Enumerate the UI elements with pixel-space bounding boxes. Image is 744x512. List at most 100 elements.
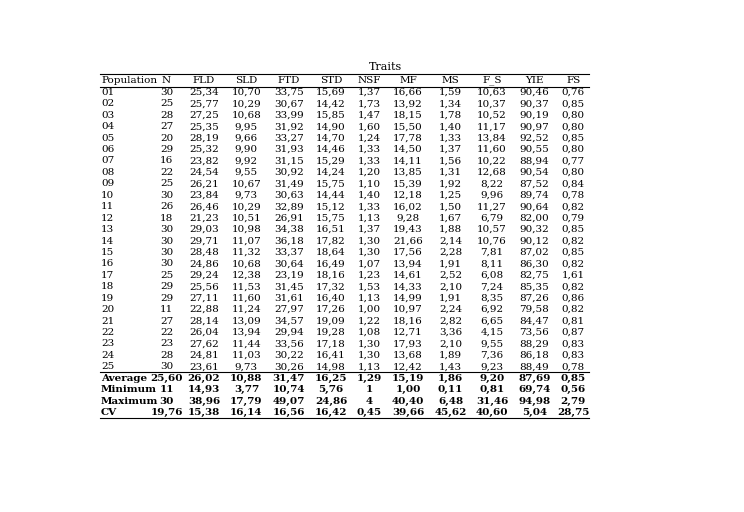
Text: 24,54: 24,54 bbox=[189, 168, 219, 177]
Text: 14,70: 14,70 bbox=[316, 134, 346, 143]
Text: 84,47: 84,47 bbox=[519, 316, 549, 326]
Text: 10,74: 10,74 bbox=[272, 385, 305, 394]
Text: 0,81: 0,81 bbox=[479, 385, 504, 394]
Text: 15: 15 bbox=[101, 248, 115, 257]
Text: 31,93: 31,93 bbox=[274, 145, 304, 154]
Text: 19,09: 19,09 bbox=[316, 316, 346, 326]
Text: 87,02: 87,02 bbox=[519, 248, 549, 257]
Text: 26,02: 26,02 bbox=[187, 374, 220, 382]
Text: 24: 24 bbox=[101, 351, 115, 360]
Text: 9,96: 9,96 bbox=[481, 191, 504, 200]
Text: 1,37: 1,37 bbox=[358, 225, 381, 234]
Text: 9,28: 9,28 bbox=[397, 214, 420, 223]
Text: 82,75: 82,75 bbox=[519, 271, 549, 280]
Text: 24,81: 24,81 bbox=[189, 351, 219, 360]
Text: 04: 04 bbox=[101, 122, 115, 131]
Text: 1,60: 1,60 bbox=[358, 122, 381, 131]
Text: 2,24: 2,24 bbox=[439, 305, 462, 314]
Text: 14,61: 14,61 bbox=[394, 271, 423, 280]
Text: 26,46: 26,46 bbox=[189, 202, 219, 211]
Text: 31,15: 31,15 bbox=[274, 157, 304, 165]
Text: 0,81: 0,81 bbox=[562, 316, 585, 326]
Text: 87,69: 87,69 bbox=[519, 374, 551, 382]
Text: 2,82: 2,82 bbox=[439, 316, 462, 326]
Text: 13: 13 bbox=[101, 225, 115, 234]
Text: 1,59: 1,59 bbox=[439, 88, 462, 97]
Text: 1,30: 1,30 bbox=[358, 339, 381, 348]
Text: 16,41: 16,41 bbox=[316, 351, 346, 360]
Text: 26,21: 26,21 bbox=[189, 179, 219, 188]
Text: 10,37: 10,37 bbox=[477, 99, 507, 109]
Text: 16,42: 16,42 bbox=[315, 408, 347, 417]
Text: 25: 25 bbox=[160, 99, 173, 109]
Text: 33,75: 33,75 bbox=[274, 88, 304, 97]
Text: 23,19: 23,19 bbox=[274, 271, 304, 280]
Text: 1,73: 1,73 bbox=[358, 99, 381, 109]
Text: FS: FS bbox=[566, 76, 580, 85]
Text: 9,20: 9,20 bbox=[479, 374, 504, 382]
Text: 13,68: 13,68 bbox=[394, 351, 423, 360]
Text: 30,26: 30,26 bbox=[274, 362, 304, 371]
Text: 82,00: 82,00 bbox=[519, 214, 549, 223]
Text: 1,43: 1,43 bbox=[439, 362, 462, 371]
Text: Population: Population bbox=[101, 76, 157, 85]
Text: 10,57: 10,57 bbox=[477, 225, 507, 234]
Text: 30,92: 30,92 bbox=[274, 168, 304, 177]
Text: 23: 23 bbox=[160, 339, 173, 348]
Text: 1,86: 1,86 bbox=[438, 374, 463, 382]
Text: 16: 16 bbox=[160, 157, 173, 165]
Text: 12: 12 bbox=[101, 214, 115, 223]
Text: 18,16: 18,16 bbox=[316, 271, 346, 280]
Text: 11,32: 11,32 bbox=[231, 248, 261, 257]
Text: 20: 20 bbox=[160, 134, 173, 143]
Text: 14,24: 14,24 bbox=[316, 168, 346, 177]
Text: 25,34: 25,34 bbox=[189, 88, 219, 97]
Text: 27,62: 27,62 bbox=[189, 339, 219, 348]
Text: 29,24: 29,24 bbox=[189, 271, 219, 280]
Text: 29: 29 bbox=[160, 145, 173, 154]
Text: STD: STD bbox=[320, 76, 342, 85]
Text: 40,60: 40,60 bbox=[475, 408, 508, 417]
Text: 1,40: 1,40 bbox=[358, 191, 381, 200]
Text: 10,29: 10,29 bbox=[231, 202, 261, 211]
Text: 88,49: 88,49 bbox=[519, 362, 549, 371]
Text: YIE: YIE bbox=[525, 76, 544, 85]
Text: 30: 30 bbox=[160, 260, 173, 268]
Text: 31,45: 31,45 bbox=[274, 282, 304, 291]
Text: 9,95: 9,95 bbox=[235, 122, 258, 131]
Text: 10,63: 10,63 bbox=[477, 88, 507, 97]
Text: 3,36: 3,36 bbox=[439, 328, 462, 337]
Text: 1,89: 1,89 bbox=[439, 351, 462, 360]
Text: 9,66: 9,66 bbox=[235, 134, 258, 143]
Text: 13,94: 13,94 bbox=[231, 328, 261, 337]
Text: 0,80: 0,80 bbox=[562, 111, 585, 120]
Text: 27,11: 27,11 bbox=[189, 294, 219, 303]
Text: 3,77: 3,77 bbox=[234, 385, 259, 394]
Text: 22: 22 bbox=[160, 328, 173, 337]
Text: 0,78: 0,78 bbox=[562, 191, 585, 200]
Text: 40,40: 40,40 bbox=[392, 397, 424, 406]
Text: 33,27: 33,27 bbox=[274, 134, 304, 143]
Text: 7,81: 7,81 bbox=[481, 248, 504, 257]
Text: 31,49: 31,49 bbox=[274, 179, 304, 188]
Text: 19,43: 19,43 bbox=[394, 225, 423, 234]
Text: 15,50: 15,50 bbox=[394, 122, 423, 131]
Text: 1,29: 1,29 bbox=[356, 374, 382, 382]
Text: 0,77: 0,77 bbox=[562, 157, 585, 165]
Text: 26,91: 26,91 bbox=[274, 214, 304, 223]
Text: 02: 02 bbox=[101, 99, 115, 109]
Text: 8,22: 8,22 bbox=[481, 179, 504, 188]
Text: 1,53: 1,53 bbox=[358, 282, 381, 291]
Text: 12,18: 12,18 bbox=[394, 191, 423, 200]
Text: 32,89: 32,89 bbox=[274, 202, 304, 211]
Text: 12,71: 12,71 bbox=[394, 328, 423, 337]
Text: 2,10: 2,10 bbox=[439, 282, 462, 291]
Text: 9,23: 9,23 bbox=[481, 362, 504, 371]
Text: 17,26: 17,26 bbox=[316, 305, 346, 314]
Text: 19,28: 19,28 bbox=[316, 328, 346, 337]
Text: 10,76: 10,76 bbox=[477, 237, 507, 246]
Text: 30,67: 30,67 bbox=[274, 99, 304, 109]
Text: 45,62: 45,62 bbox=[434, 408, 466, 417]
Text: FTD: FTD bbox=[278, 76, 300, 85]
Text: 1,08: 1,08 bbox=[358, 328, 381, 337]
